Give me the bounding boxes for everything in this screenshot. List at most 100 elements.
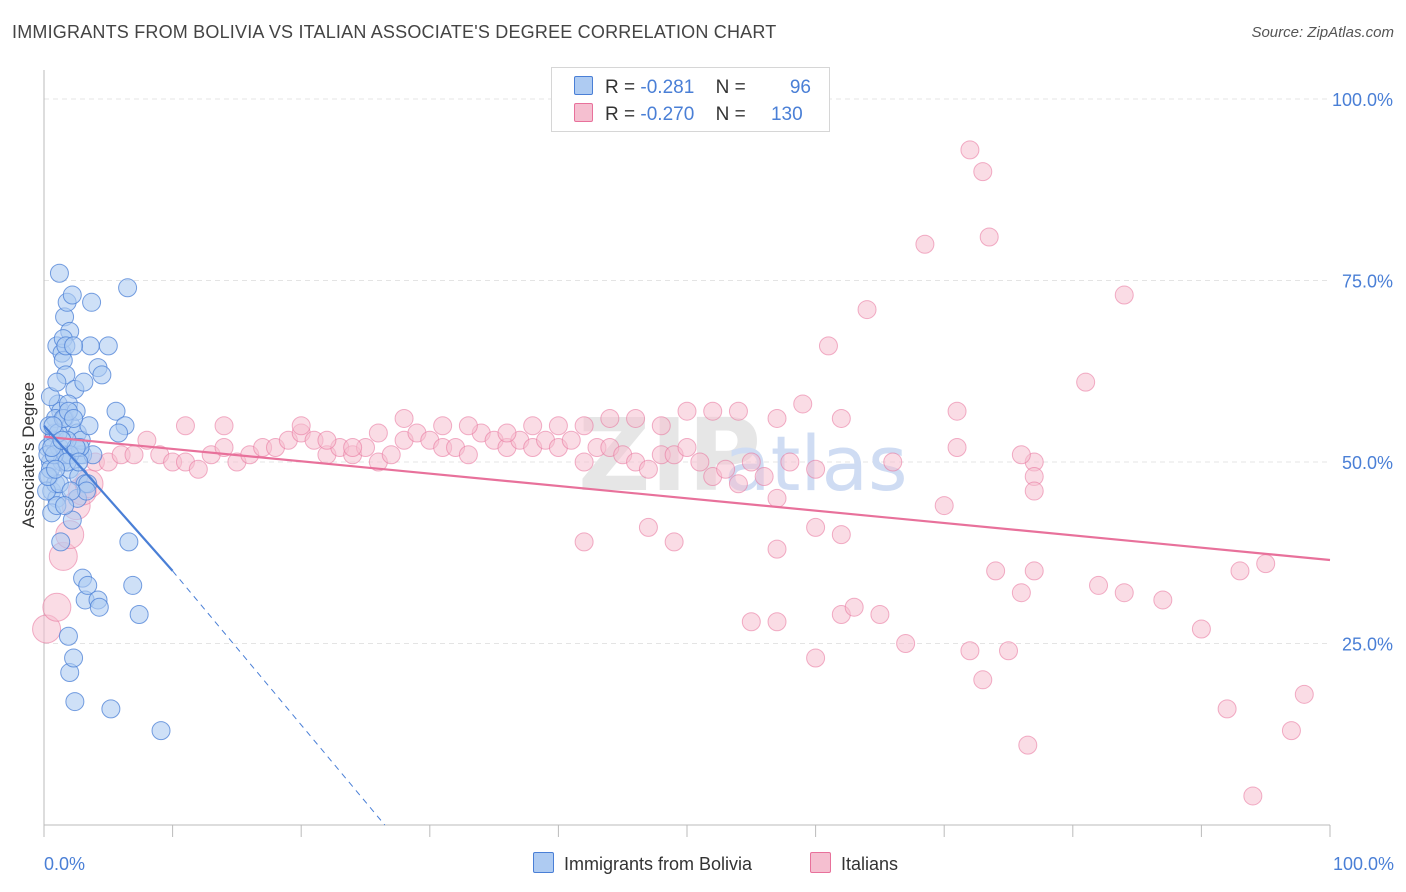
italians-point-66 bbox=[317, 430, 337, 450]
italians-point-93 bbox=[1114, 285, 1134, 305]
x-tick-label-max: 100.0% bbox=[1333, 854, 1394, 874]
italians-point-75 bbox=[574, 416, 594, 436]
italians-point-106 bbox=[934, 496, 954, 516]
y-tick-label-1: 50.0% bbox=[1342, 453, 1393, 473]
italians-point-74 bbox=[548, 416, 568, 436]
bolivia-point-48 bbox=[118, 278, 138, 298]
legend-n-value: 96 bbox=[789, 77, 811, 98]
italians-point-102 bbox=[664, 532, 684, 552]
legend-r-label: R = bbox=[605, 104, 636, 125]
italians-point-117 bbox=[806, 648, 826, 668]
italians-points bbox=[32, 140, 1314, 806]
italians-point-96 bbox=[947, 401, 967, 421]
italians-point-44 bbox=[561, 430, 581, 450]
italians-point-69 bbox=[394, 408, 414, 428]
legend-r-label: R = bbox=[605, 77, 636, 98]
italians-point-122 bbox=[960, 641, 980, 661]
italians-point-99 bbox=[1024, 481, 1044, 501]
y-tick-label-3: 100.0% bbox=[1332, 90, 1393, 110]
italians-point-111 bbox=[1153, 590, 1173, 610]
italians-point-95 bbox=[1076, 372, 1096, 392]
italians-point-63 bbox=[175, 416, 195, 436]
italians-point-56 bbox=[716, 459, 736, 479]
italians-point-77 bbox=[626, 408, 646, 428]
italians-point-130 bbox=[1243, 786, 1263, 806]
italians-point-105 bbox=[831, 525, 851, 545]
italians-point-45 bbox=[574, 452, 594, 472]
italians-point-97 bbox=[1011, 445, 1031, 465]
bolivia-point-43 bbox=[92, 365, 112, 385]
italians-point-108 bbox=[1024, 561, 1044, 581]
italians-point-80 bbox=[703, 401, 723, 421]
legend-swatch-pink bbox=[574, 103, 593, 122]
italians-point-83 bbox=[793, 394, 813, 414]
italians-point-76 bbox=[600, 408, 620, 428]
legend-swatch-blue bbox=[574, 76, 593, 95]
bolivia-point-53 bbox=[64, 336, 84, 356]
bolivia-point-40 bbox=[80, 336, 100, 356]
bolivia-point-62 bbox=[51, 532, 71, 552]
italians-point-94 bbox=[818, 336, 838, 356]
italians-point-61 bbox=[780, 452, 800, 472]
italians-point-100 bbox=[574, 532, 594, 552]
bolivia-point-56 bbox=[78, 575, 98, 595]
italians-point-113 bbox=[1230, 561, 1250, 581]
bolivia-point-41 bbox=[82, 292, 102, 312]
italians-point-91 bbox=[915, 234, 935, 254]
bottom-legend-swatch-pink bbox=[810, 852, 831, 873]
italians-point-59 bbox=[754, 467, 774, 487]
bottom-legend-label: Immigrants from Bolivia bbox=[564, 854, 753, 874]
italians-point-54 bbox=[690, 452, 710, 472]
italians-point-70 bbox=[433, 416, 453, 436]
italians-point-1 bbox=[42, 592, 72, 622]
italians-point-30 bbox=[381, 445, 401, 465]
x-tick-label-min: 0.0% bbox=[44, 854, 85, 874]
bolivia-point-35 bbox=[79, 416, 99, 436]
italians-point-109 bbox=[1089, 575, 1109, 595]
bottom-legend-swatch-blue bbox=[533, 852, 554, 873]
bolivia-point-59 bbox=[119, 532, 139, 552]
y-axis-label: Associate's Degree bbox=[19, 382, 38, 528]
bolivia-point-66 bbox=[65, 692, 85, 712]
bolivia-point-11 bbox=[62, 285, 82, 305]
italians-point-82 bbox=[767, 408, 787, 428]
italians-point-68 bbox=[368, 423, 388, 443]
italians-point-67 bbox=[343, 438, 363, 457]
italians-point-119 bbox=[844, 597, 864, 617]
bolivia-point-60 bbox=[123, 575, 143, 595]
bolivia-point-88 bbox=[64, 408, 84, 428]
italians-point-50 bbox=[638, 459, 658, 479]
italians-point-10 bbox=[124, 445, 144, 465]
italians-point-114 bbox=[1256, 554, 1276, 574]
italians-point-125 bbox=[1011, 583, 1031, 603]
bolivia-point-68 bbox=[151, 721, 171, 741]
italians-point-112 bbox=[1191, 619, 1211, 639]
bolivia-point-67 bbox=[101, 699, 121, 719]
bolivia-points bbox=[37, 263, 171, 741]
bolivia-point-65 bbox=[64, 648, 84, 668]
bolivia-point-94 bbox=[46, 459, 66, 479]
y-tick-labels: 25.0% 50.0% 75.0% 100.0% bbox=[1332, 90, 1393, 654]
chart-title: IMMIGRANTS FROM BOLIVIA VS ITALIAN ASSOC… bbox=[12, 22, 777, 42]
bolivia-point-39 bbox=[74, 372, 94, 392]
legend-row-bolivia: R = -0.281 N = 96 bbox=[574, 76, 811, 99]
italians-point-116 bbox=[767, 612, 787, 632]
italians-point-78 bbox=[651, 416, 671, 436]
legend-row-italians: R = -0.270 N = 130 bbox=[574, 103, 811, 126]
italians-point-127 bbox=[1217, 699, 1237, 719]
bolivia-point-95 bbox=[69, 452, 89, 472]
italians-point-86 bbox=[947, 438, 967, 457]
legend-r-value: -0.281 bbox=[640, 77, 695, 98]
bolivia-point-45 bbox=[106, 401, 126, 421]
italians-point-124 bbox=[999, 641, 1018, 661]
bolivia-point-5 bbox=[49, 263, 69, 283]
italians-point-110 bbox=[1114, 583, 1134, 603]
italians-point-73 bbox=[523, 416, 543, 436]
italians-point-79 bbox=[677, 401, 697, 421]
trend-lines bbox=[43, 424, 1331, 826]
italians-point-121 bbox=[896, 634, 916, 654]
italians-point-36 bbox=[458, 445, 478, 465]
legend-n-value: 130 bbox=[770, 104, 803, 125]
bolivia-point-63 bbox=[58, 626, 78, 646]
bolivia-point-47 bbox=[109, 423, 129, 443]
